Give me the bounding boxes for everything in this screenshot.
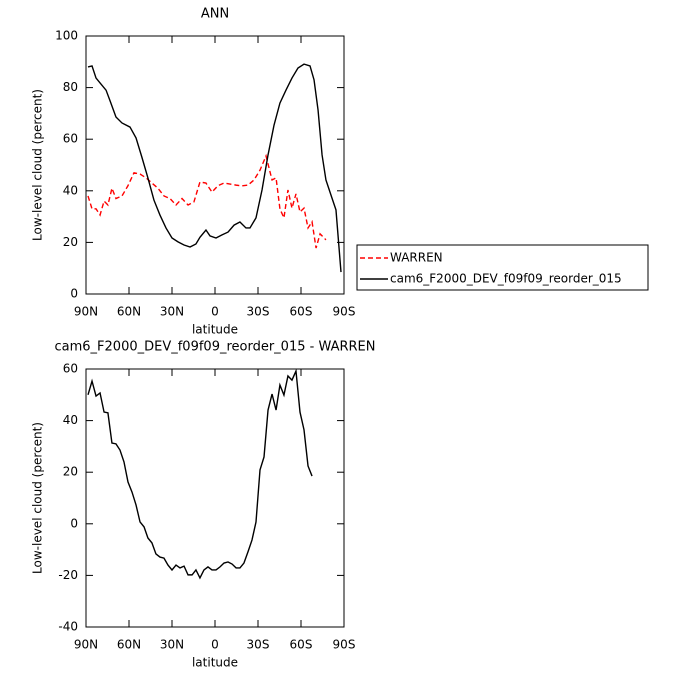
legend-label: WARREN	[390, 251, 443, 265]
chart-title: ANN	[201, 7, 229, 22]
y-tick-label: 80	[63, 80, 78, 94]
legend-box	[356, 244, 649, 291]
y-axis-label: Low-level cloud (percent)	[31, 422, 45, 574]
x-tick-label: 30N	[160, 638, 184, 652]
x-tick-label: 90S	[333, 305, 356, 319]
plot-frame	[85, 35, 345, 295]
x-tick-label: 30S	[247, 305, 270, 319]
x-axis-label: latitude	[192, 323, 238, 337]
chart-title: cam6_F2000_DEV_f09f09_reorder_015 - WARR…	[55, 340, 376, 355]
y-tick-label: 60	[63, 132, 78, 146]
y-axis-label: Low-level cloud (percent)	[31, 89, 45, 241]
y-tick-label: 20	[63, 465, 78, 479]
plot-frame	[85, 368, 345, 628]
x-axis-label: latitude	[192, 656, 238, 670]
y-tick-label: -40	[58, 620, 78, 634]
y-tick-label: 40	[63, 413, 78, 427]
data-line	[87, 153, 327, 249]
x-tick-label: 60N	[117, 638, 141, 652]
y-tick-label: 60	[63, 362, 78, 376]
x-tick-label: 90S	[333, 638, 356, 652]
x-tick-label: 90N	[74, 638, 98, 652]
x-tick-label: 60S	[290, 638, 313, 652]
y-tick-label: 0	[70, 287, 78, 301]
y-tick-label: 40	[63, 183, 78, 197]
y-tick-label: 100	[55, 29, 78, 43]
y-tick-label: 0	[70, 516, 78, 530]
x-tick-label: 60S	[290, 305, 313, 319]
data-line	[87, 368, 313, 580]
x-tick-label: 60N	[117, 305, 141, 319]
x-tick-label: 30S	[247, 638, 270, 652]
y-tick-label: -20	[58, 568, 78, 582]
x-tick-label: 0	[211, 305, 219, 319]
x-tick-label: 0	[211, 638, 219, 652]
x-tick-label: 30N	[160, 305, 184, 319]
x-tick-label: 90N	[74, 305, 98, 319]
legend-label: cam6_F2000_DEV_f09f09_reorder_015	[390, 272, 622, 286]
data-line	[87, 63, 342, 273]
y-tick-label: 20	[63, 235, 78, 249]
